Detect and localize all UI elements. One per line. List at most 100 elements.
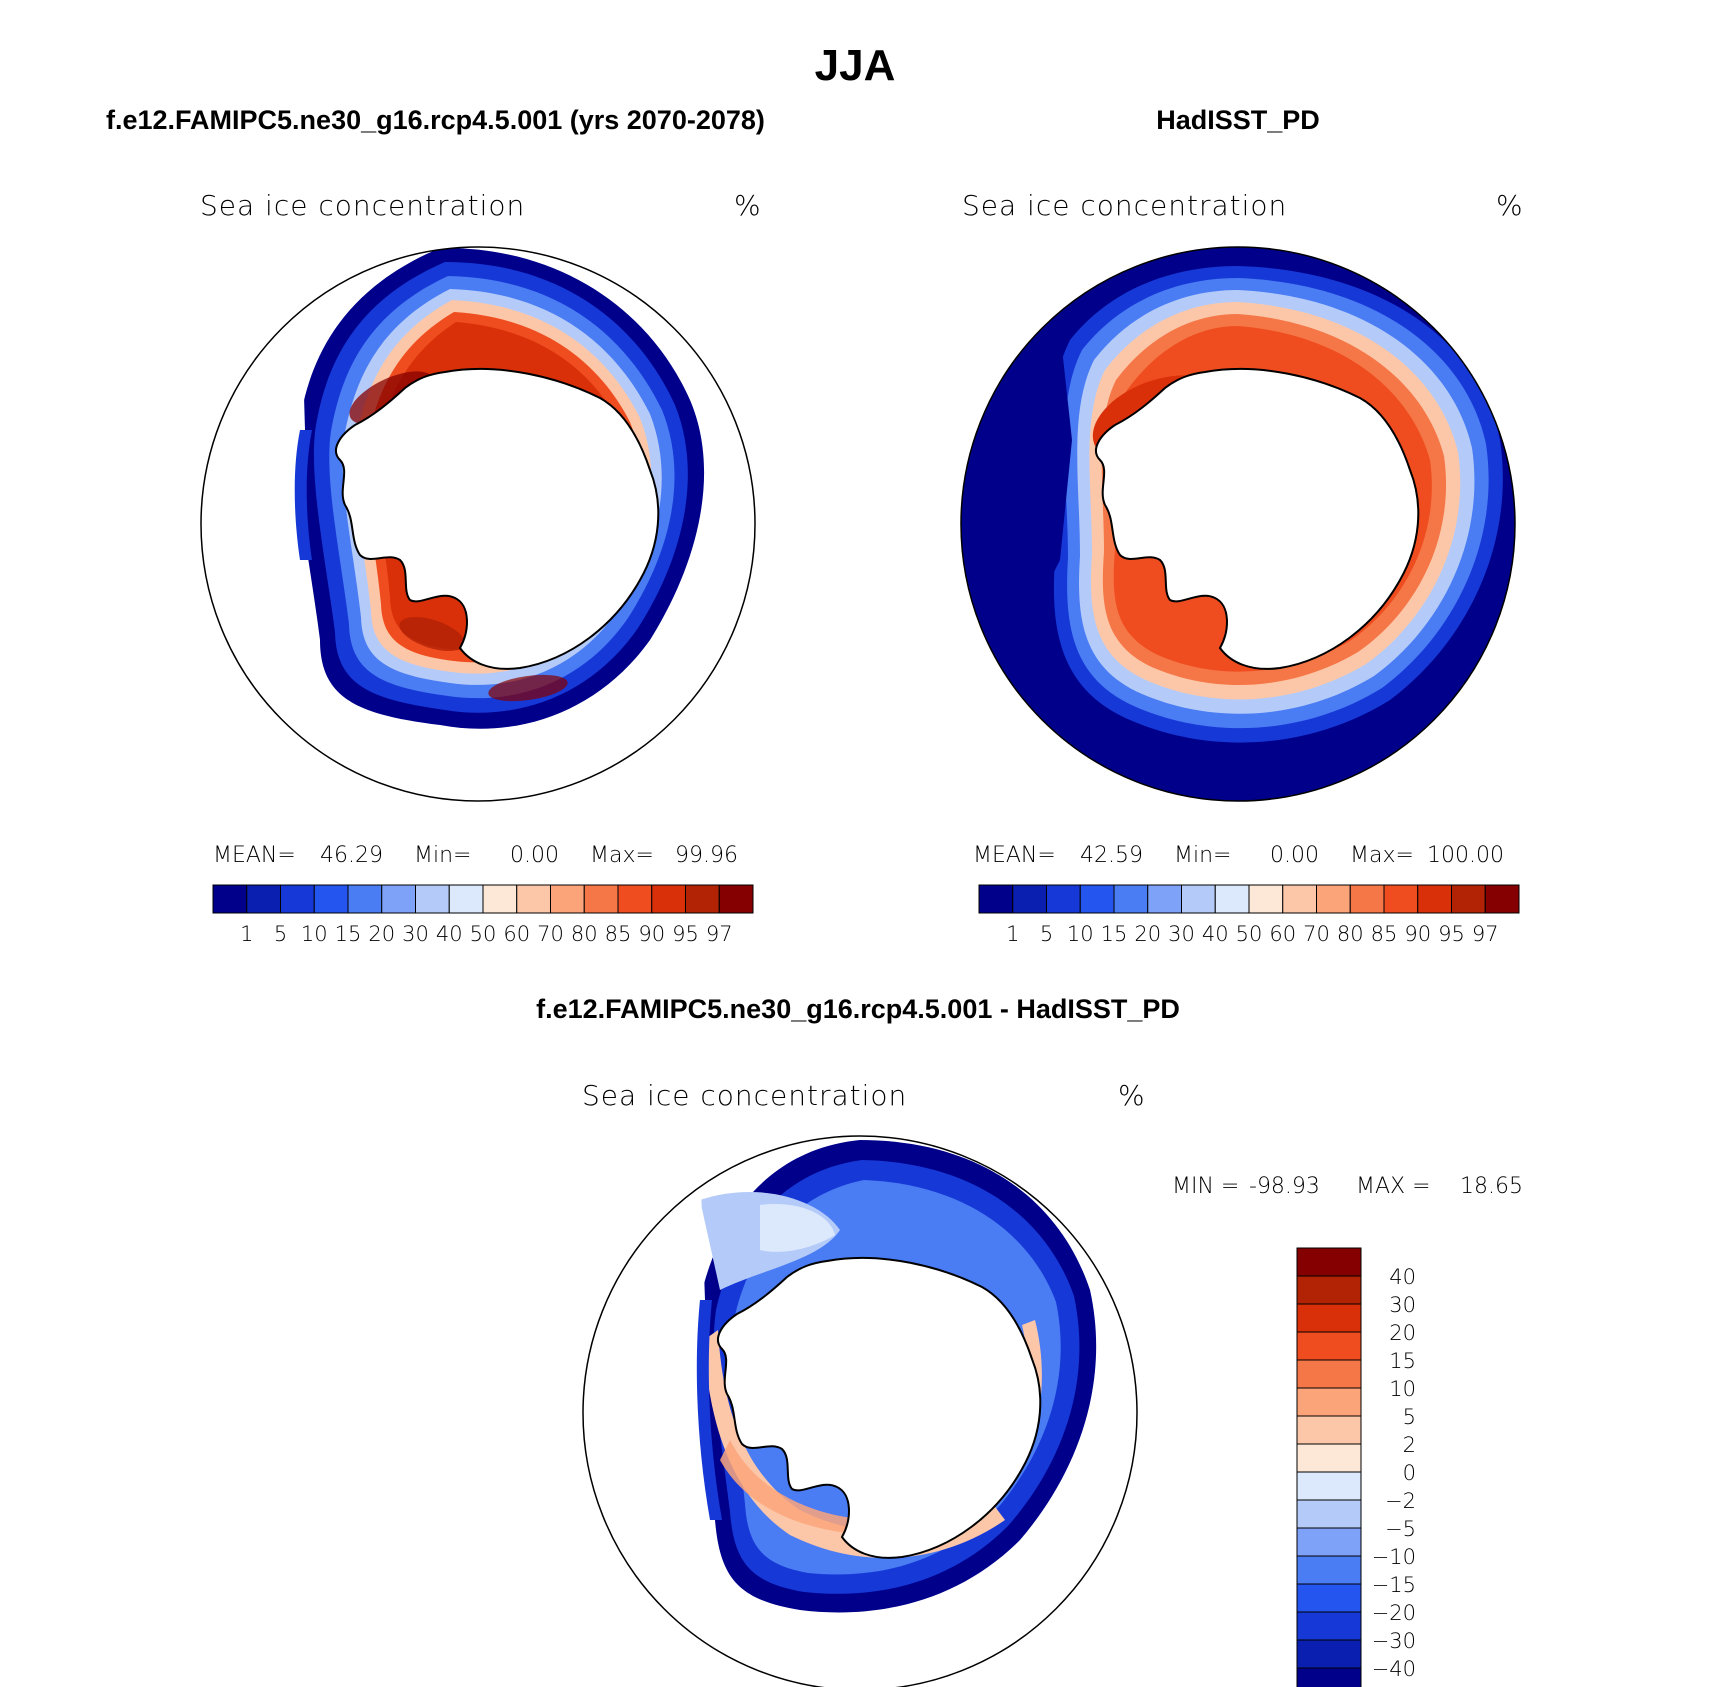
panel-bottom-colorbar-label: −15 xyxy=(1372,1573,1416,1597)
panel-bottom-colorbar-label: 5 xyxy=(1403,1405,1416,1429)
panel-left-colorbar-box xyxy=(381,884,416,914)
panel-right-colorbar-box xyxy=(1316,884,1351,914)
panel-left-colorbar-label: 60 xyxy=(503,922,530,946)
panel-bottom-colorbar-label: −2 xyxy=(1385,1489,1416,1513)
panel-left-colorbar-label: 15 xyxy=(335,922,362,946)
panel-right-colorbar-label: 20 xyxy=(1134,922,1161,946)
panel-right-units: % xyxy=(1496,189,1523,222)
panel-left-map-border xyxy=(200,246,756,802)
panel-right-colorbar-box xyxy=(1417,884,1452,914)
panel-right-colorbar-label: 85 xyxy=(1371,922,1398,946)
panel-right-colorbar-box xyxy=(1079,884,1115,914)
panel-left-colorbar-label: 80 xyxy=(571,922,598,946)
panel-right-map-border xyxy=(960,246,1516,802)
panel-left-colorbar-box xyxy=(448,884,484,914)
panel-bottom-max-value: 18.65 xyxy=(1460,1174,1523,1199)
panel-right-colorbar-box xyxy=(1349,884,1385,914)
panel-bottom-min-value: -98.93 xyxy=(1249,1174,1320,1199)
panel-bottom-map-border xyxy=(582,1135,1138,1687)
panel-bottom-colorbar-label: 20 xyxy=(1389,1321,1416,1345)
panel-bottom-colorbar-box xyxy=(1296,1639,1362,1669)
panel-right-colorbar-label: 5 xyxy=(1040,922,1053,946)
panel-right-title: HadISST_PD xyxy=(1156,105,1320,135)
figure-title: JJA xyxy=(815,41,896,90)
panel-right-colorbar-box xyxy=(1248,884,1284,914)
panel-bottom-colorbar-label: 40 xyxy=(1389,1265,1416,1289)
panel-right-mean-value: 42.59 xyxy=(1080,843,1143,868)
panel-left-colorbar: 1 5 10 15 20 30 40 50 60 70 80 85 90 95 97 xyxy=(212,884,754,946)
panel-left-subtitle: Sea ice concentration xyxy=(200,189,525,222)
panel-bottom-colorbar-box xyxy=(1296,1443,1362,1473)
panel-left-colorbar-label: 90 xyxy=(638,922,665,946)
panel-left-colorbar-box xyxy=(212,884,248,914)
panel-left-colorbar-box xyxy=(718,884,754,914)
panel-left-colorbar-label: 5 xyxy=(274,922,287,946)
panel-left-colorbar-label: 30 xyxy=(402,922,429,946)
panel-bottom-colorbar-label: −30 xyxy=(1372,1629,1416,1653)
panel-bottom-colorbar-box xyxy=(1296,1667,1362,1687)
panel-right-mean-label: MEAN= xyxy=(973,843,1056,868)
panel-left-title: f.e12.FAMIPC5.ne30_g16.rcp4.5.001 (yrs 2… xyxy=(106,105,765,135)
panel-left-stats: MEAN= 46.29 Min= 0.00 Max= 99.96 xyxy=(213,843,738,868)
panel-left-max-label: Max= xyxy=(590,843,654,868)
panel-right-colorbar-label: 10 xyxy=(1067,922,1094,946)
panel-right-map: Sea ice concentration % MEAN= 42.59 Min=… xyxy=(960,189,1523,946)
panel-bottom-colorbar-box xyxy=(1296,1331,1362,1361)
panel-left-colorbar-label: 50 xyxy=(470,922,497,946)
panel-left-colorbar-box xyxy=(313,884,349,914)
panel-right-colorbar-box xyxy=(1181,884,1216,914)
panel-bottom-colorbar-label: 2 xyxy=(1403,1433,1416,1457)
panel-bottom-min-label: MIN = xyxy=(1172,1174,1239,1199)
panel-left-colorbar-box xyxy=(550,884,585,914)
panel-bottom-colorbar-box xyxy=(1296,1303,1362,1333)
panel-left-colorbar-label: 10 xyxy=(301,922,328,946)
panel-bottom-colorbar-box xyxy=(1296,1275,1362,1305)
panel-bottom-colorbar-box xyxy=(1296,1555,1362,1585)
panel-right-colorbar-label: 50 xyxy=(1236,922,1263,946)
panel-bottom-max-label: MAX = xyxy=(1356,1174,1431,1199)
panel-bottom-colorbar-label: −20 xyxy=(1372,1601,1416,1625)
panel-right-colorbar-label: 15 xyxy=(1101,922,1128,946)
panel-right-colorbar-box xyxy=(1451,884,1486,914)
panel-left-colorbar-box xyxy=(280,884,315,914)
panel-right-min-label: Min= xyxy=(1174,843,1231,868)
panel-bottom-stats: MIN = -98.93 MAX = 18.65 xyxy=(1172,1174,1523,1199)
panel-right-colorbar-label: 1 xyxy=(1006,922,1019,946)
panel-bottom-colorbar-box xyxy=(1296,1247,1362,1277)
panel-left-mean-value: 46.29 xyxy=(320,843,383,868)
panel-left-colorbar-box xyxy=(651,884,686,914)
panel-bottom-colorbar-box xyxy=(1296,1387,1362,1417)
panel-right-colorbar-label: 97 xyxy=(1472,922,1499,946)
panel-left-colorbar-label: 97 xyxy=(706,922,733,946)
panel-bottom-map: Sea ice concentration % MIN = -98.93 MAX… xyxy=(582,1079,1523,1687)
panel-right-colorbar-box xyxy=(1484,884,1520,914)
panel-left-colorbar-label: 40 xyxy=(436,922,463,946)
panel-right-colorbar-box xyxy=(1012,884,1047,914)
panel-right-colorbar-box xyxy=(1383,884,1419,914)
panel-left-mean-label: MEAN= xyxy=(213,843,296,868)
panel-bottom-colorbar-box xyxy=(1296,1527,1362,1557)
panel-left-colorbar-box xyxy=(583,884,619,914)
panel-right-colorbar: 1 5 10 15 20 30 40 50 60 70 80 85 90 95 97 xyxy=(978,884,1520,946)
panel-right-colorbar-box xyxy=(978,884,1014,914)
panel-left-min-value: 0.00 xyxy=(510,843,559,868)
panel-right-colorbar-label: 90 xyxy=(1404,922,1431,946)
panel-bottom-colorbar-box xyxy=(1296,1583,1362,1613)
panel-bottom-colorbar-box xyxy=(1296,1499,1362,1529)
panel-left-colorbar-label: 70 xyxy=(537,922,564,946)
panel-bottom-colorbar-label: −5 xyxy=(1385,1517,1416,1541)
panel-left-map: Sea ice concentration % MEAN= 46.29 xyxy=(200,189,761,946)
panel-left-colorbar-label: 95 xyxy=(672,922,699,946)
panel-right-colorbar-box xyxy=(1113,884,1149,914)
panel-bottom-colorbar-box xyxy=(1296,1611,1362,1641)
panel-bottom-colorbar-box xyxy=(1296,1471,1362,1501)
panel-left-min-label: Min= xyxy=(414,843,471,868)
panel-bottom-colorbar-label: 10 xyxy=(1389,1377,1416,1401)
panel-bottom-colorbar-label: −10 xyxy=(1372,1545,1416,1569)
panel-right-min-value: 0.00 xyxy=(1270,843,1319,868)
panel-bottom-colorbar-label: −40 xyxy=(1372,1657,1416,1681)
panel-right-colorbar-label: 80 xyxy=(1337,922,1364,946)
panel-right-colorbar-label: 95 xyxy=(1438,922,1465,946)
panel-left-colorbar-box xyxy=(246,884,281,914)
